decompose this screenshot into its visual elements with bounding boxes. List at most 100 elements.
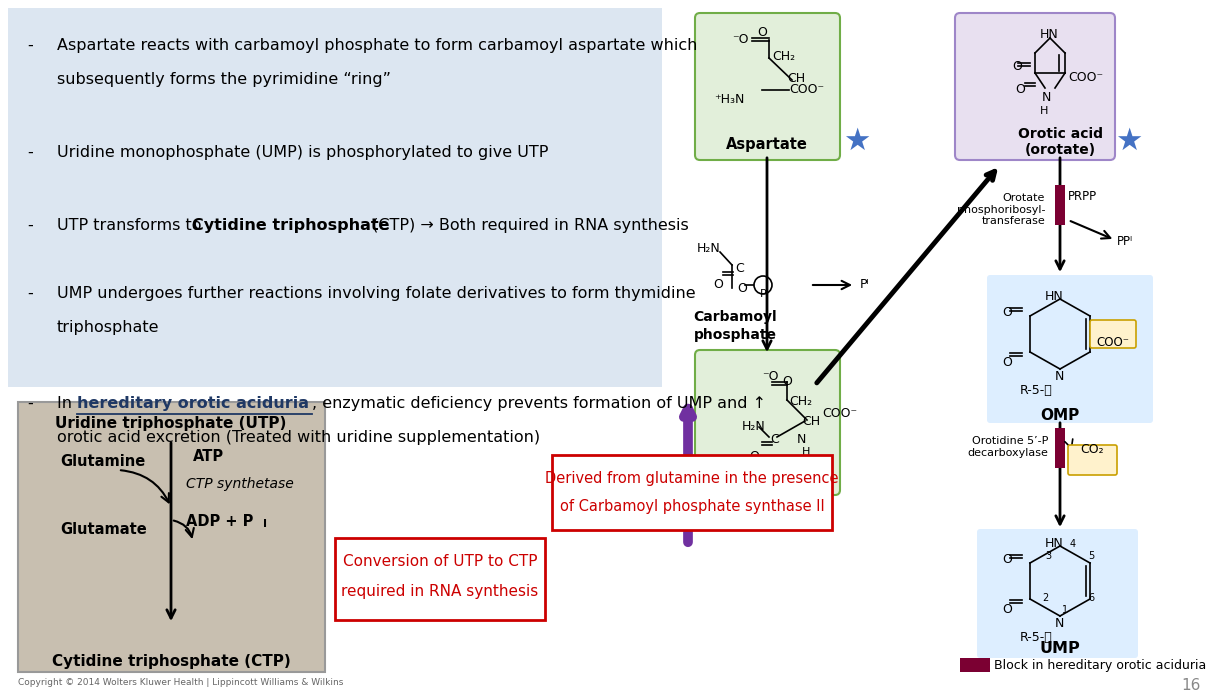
Text: ★: ★ [1115,127,1142,156]
Text: OMP: OMP [1040,408,1080,423]
Text: Carbamoyl: Carbamoyl [694,310,777,324]
Text: N: N [1054,370,1064,383]
Bar [9,8,662,387]
Text: UTP transforms to: UTP transforms to [57,218,207,233]
Bar [1054,428,1065,468]
FancyBboxPatch shape [695,350,840,495]
Text: H: H [1040,106,1048,116]
Text: Derived from glutamine in the presence: Derived from glutamine in the presence [545,471,839,486]
Text: O: O [737,282,747,295]
Text: HN: HN [1045,290,1064,303]
Text: CH₂: CH₂ [789,395,812,408]
Text: O: O [748,450,759,463]
Text: COO⁻: COO⁻ [1097,336,1130,349]
Text: 5: 5 [1089,551,1095,561]
Text: R-5-Ⓟ: R-5-Ⓟ [1020,384,1053,397]
Text: required in RNA synthesis: required in RNA synthesis [341,584,539,599]
Text: COO⁻: COO⁻ [1068,71,1103,84]
Text: H₂N: H₂N [742,420,766,433]
FancyBboxPatch shape [954,13,1115,160]
Text: O: O [783,375,792,388]
Text: ⁺H₃N: ⁺H₃N [714,93,745,106]
Text: CH: CH [787,72,805,85]
Text: 1: 1 [1062,605,1068,615]
Text: ADP + P: ADP + P [187,514,254,529]
FancyBboxPatch shape [987,275,1153,423]
Text: Glutamine: Glutamine [60,454,145,469]
Text: O: O [757,26,767,39]
Bar [335,538,545,620]
Text: -: - [27,145,33,160]
Text: O: O [1002,603,1012,616]
Text: Aspartate reacts with carbamoyl phosphate to form carbamoyl aspartate which: Aspartate reacts with carbamoyl phosphat… [57,38,697,53]
Bar [18,402,325,672]
Text: Aspartate: Aspartate [727,137,808,152]
Text: (CTP) → Both required in RNA synthesis: (CTP) → Both required in RNA synthesis [367,218,689,233]
Text: COO⁻: COO⁻ [822,407,857,420]
Text: N: N [1042,91,1051,104]
Text: 2: 2 [1042,593,1048,603]
Bar [552,455,833,530]
Text: Cytidine triphosphate: Cytidine triphosphate [193,218,390,233]
Text: Carbamoyl: Carbamoyl [723,462,811,477]
Text: Pᴵ: Pᴵ [859,278,869,291]
Text: UMP undergoes further reactions involving folate derivatives to form thymidine: UMP undergoes further reactions involvin… [57,286,696,301]
Text: UMP: UMP [1040,641,1080,656]
Text: Block in hereditary orotic aciduria: Block in hereditary orotic aciduria [993,659,1207,672]
Text: Uridine monophosphate (UMP) is phosphorylated to give UTP: Uridine monophosphate (UMP) is phosphory… [57,145,549,160]
Text: N: N [797,433,807,446]
Text: (orotate): (orotate) [1024,143,1096,157]
Text: Conversion of UTP to CTP: Conversion of UTP to CTP [343,554,538,569]
Text: Orotate
phosphoribosyl-
transferase: Orotate phosphoribosyl- transferase [957,193,1045,226]
Text: aspartate: aspartate [727,478,807,493]
Text: triphosphate: triphosphate [57,320,160,335]
Text: In: In [57,396,77,411]
Text: I: I [263,519,267,529]
Text: HN: HN [1045,537,1064,550]
Text: Glutamate: Glutamate [60,522,146,537]
Text: Cytidine triphosphate (CTP): Cytidine triphosphate (CTP) [51,654,290,669]
Text: phosphate: phosphate [694,328,777,342]
Text: O: O [1002,306,1012,319]
Bar [961,658,990,672]
Text: O: O [1012,60,1022,73]
Bar [1054,185,1065,225]
Text: Orotic acid: Orotic acid [1018,127,1102,141]
FancyBboxPatch shape [976,529,1139,658]
Text: Orotidine 5’-P
decarboxylase: Orotidine 5’-P decarboxylase [967,436,1048,457]
Text: orotic acid excretion (Treated with uridine supplementation): orotic acid excretion (Treated with urid… [57,430,540,445]
Text: CH: CH [802,415,820,428]
Text: C: C [770,433,779,446]
Text: O: O [1015,83,1025,96]
Text: 3: 3 [1045,551,1051,561]
Text: ⁻O: ⁻O [762,370,779,383]
Text: 16: 16 [1181,678,1201,691]
FancyBboxPatch shape [1090,320,1136,348]
Text: P: P [759,289,767,299]
Text: 4: 4 [1070,539,1076,549]
Text: CO₂: CO₂ [1080,443,1104,456]
FancyBboxPatch shape [695,13,840,160]
Text: H₂N: H₂N [696,242,720,255]
Text: PPᴵ: PPᴵ [1117,235,1134,248]
Text: , enzymatic deficiency prevents formation of UMP and ↑: , enzymatic deficiency prevents formatio… [312,396,766,411]
Text: -: - [27,38,33,53]
Text: COO⁻: COO⁻ [789,83,824,96]
Text: of Carbamoyl phosphate synthase II: of Carbamoyl phosphate synthase II [560,499,824,514]
Text: H: H [802,447,811,457]
Text: -: - [27,286,33,301]
Text: HN: HN [1040,28,1059,41]
FancyBboxPatch shape [1068,445,1117,475]
Text: hereditary orotic aciduria: hereditary orotic aciduria [77,396,308,411]
Text: O: O [1002,356,1012,369]
Text: CTP synthetase: CTP synthetase [187,477,294,491]
Text: -: - [27,218,33,233]
Text: ATP: ATP [193,449,224,464]
Text: Copyright © 2014 Wolters Kluwer Health | Lippincott Williams & Wilkins: Copyright © 2014 Wolters Kluwer Health |… [18,678,344,687]
Text: 6: 6 [1089,593,1095,603]
Text: Uridine triphosphate (UTP): Uridine triphosphate (UTP) [55,416,286,431]
Text: CH₂: CH₂ [772,50,795,63]
Circle shape [755,276,772,294]
Text: C: C [735,262,744,275]
Text: O: O [1002,553,1012,566]
